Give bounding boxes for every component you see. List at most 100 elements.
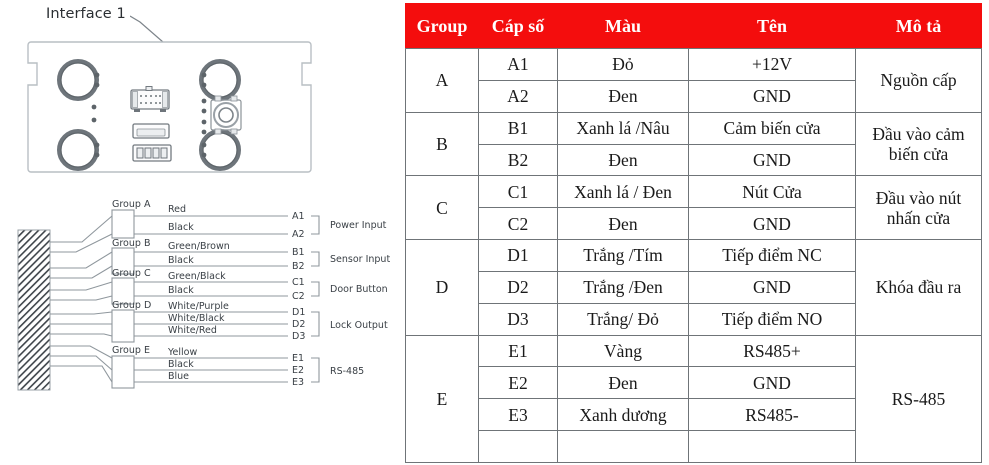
cell-color: Đen	[557, 207, 689, 241]
tact-switch	[210, 95, 242, 135]
cell-name: GND	[688, 79, 856, 113]
cell-color: Trắng/ Đỏ	[557, 302, 689, 336]
svg-text:Lock Output: Lock Output	[330, 320, 388, 331]
svg-text:C1: C1	[292, 277, 305, 288]
cell-group: C	[405, 175, 479, 241]
svg-text:Group D: Group D	[112, 300, 151, 311]
wiring-harness-diagram: Group A Red Black A1 A2 Power Input Grou…	[17, 199, 390, 391]
svg-text:White/Red: White/Red	[168, 325, 217, 336]
cell-cable: E3	[478, 398, 558, 432]
cell-name: Nút Cửa	[688, 175, 856, 209]
pcb-board-illustration	[27, 41, 312, 173]
table-row: D D1 Trắng /Tím Tiếp điểm NC Khóa đầu ra	[405, 239, 982, 336]
interface-1-callout-label: Interface 1	[46, 6, 126, 22]
svg-text:B1: B1	[292, 247, 305, 258]
cell-name: +12V	[688, 48, 856, 81]
cell-description: Khóa đầu ra	[855, 239, 982, 336]
svg-text:White/Purple: White/Purple	[168, 301, 229, 312]
table-header-row: Group Cáp số Màu Tên Mô tả	[405, 3, 982, 49]
cell-name: Tiếp điểm NO	[688, 302, 856, 336]
svg-text:RS-485: RS-485	[330, 366, 364, 377]
svg-text:Green/Brown: Green/Brown	[168, 241, 230, 252]
cell-name: GND	[688, 366, 856, 400]
harness-group-c: Group C Green/Black Black C1 C2 Door But…	[111, 268, 388, 305]
cell-cable: D1	[478, 239, 558, 272]
svg-text:Group C: Group C	[112, 268, 151, 279]
svg-text:Group E: Group E	[112, 345, 150, 356]
cell-group: A	[405, 48, 479, 113]
cell-cable: B2	[478, 143, 558, 177]
cell-description: RS-485	[855, 334, 982, 464]
cell-empty	[557, 430, 689, 463]
table-row: E E1 Vàng RS485+ RS-485	[405, 334, 982, 464]
cell-description: Đầu vào nút nhấn cửa	[855, 175, 982, 241]
cell-cable: D3	[478, 302, 558, 336]
cell-cable: E2	[478, 366, 558, 400]
pinout-table: Group Cáp số Màu Tên Mô tả A A1 Đỏ +12V …	[405, 3, 982, 464]
column-header-name: Tên	[688, 3, 856, 49]
harness-group-a: Group A Red Black A1 A2 Power Input	[111, 199, 387, 240]
table-row: B B1 Xanh lá /Nâu Cảm biến cửa Đầu vào c…	[405, 111, 982, 177]
svg-text:C2: C2	[292, 291, 305, 302]
svg-text:Group B: Group B	[112, 238, 150, 249]
cell-group: E	[405, 334, 479, 464]
table-row-filler	[406, 430, 982, 463]
column-header-cable-no: Cáp số	[478, 3, 558, 49]
cell-cable: D2	[478, 270, 558, 304]
cell-cable: A2	[478, 79, 558, 113]
cell-cable: A1	[478, 48, 558, 81]
harness-group-e: Group E Yellow Black Blue E1 E2 E3 RS-48…	[111, 345, 364, 389]
svg-text:Black: Black	[168, 222, 194, 233]
card-slot-connector	[132, 123, 170, 139]
svg-text:B2: B2	[292, 261, 305, 272]
svg-text:A1: A1	[292, 211, 305, 222]
svg-text:Black: Black	[168, 359, 194, 370]
svg-text:D2: D2	[292, 319, 305, 330]
cell-empty	[478, 430, 558, 463]
table-row: E2 Đen GND	[406, 366, 982, 400]
pinout-table-container: Group Cáp số Màu Tên Mô tả A A1 Đỏ +12V …	[405, 3, 982, 464]
column-header-group: Group	[405, 3, 479, 49]
svg-text:A2: A2	[292, 229, 305, 240]
cell-color: Trắng /Tím	[557, 239, 689, 272]
cell-color: Đen	[557, 366, 689, 400]
cell-color: Đen	[557, 143, 689, 177]
svg-text:Door Button: Door Button	[330, 284, 388, 295]
cell-color: Xanh dương	[557, 398, 689, 432]
cell-color: Đen	[557, 79, 689, 113]
table-row: B2 Đen GND	[406, 143, 982, 177]
svg-text:White/Black: White/Black	[168, 313, 225, 324]
svg-text:Yellow: Yellow	[167, 347, 197, 358]
svg-text:Black: Black	[168, 255, 194, 266]
harness-group-d: Group D White/Purple White/Black White/R…	[111, 300, 388, 343]
table-row: C C1 Xanh lá / Đen Nút Cửa Đầu vào nút n…	[405, 175, 982, 241]
cell-color: Xanh lá /Nâu	[557, 111, 689, 145]
cell-color: Xanh lá / Đen	[557, 175, 689, 209]
svg-text:Group A: Group A	[112, 199, 151, 210]
svg-text:D3: D3	[292, 331, 305, 342]
cell-name: GND	[688, 143, 856, 177]
svg-text:Blue: Blue	[168, 371, 189, 382]
column-header-desc: Mô tả	[855, 3, 982, 49]
svg-text:Green/Black: Green/Black	[168, 271, 226, 282]
cell-color: Vàng	[557, 334, 689, 368]
cell-cable: E1	[478, 334, 558, 368]
cell-group: B	[405, 111, 479, 177]
harness-connector-block	[17, 229, 51, 391]
cell-color: Trắng /Đen	[557, 270, 689, 304]
cell-description: Nguồn cấp	[855, 48, 982, 113]
svg-text:Power Input: Power Input	[330, 220, 387, 231]
idc-header-connector	[130, 86, 170, 112]
harness-group-b: Group B Green/Brown Black B1 B2 Sensor I…	[111, 238, 390, 275]
cell-description: Đầu vào cảm biến cửa	[855, 111, 982, 177]
svg-text:Black: Black	[168, 285, 194, 296]
solder-pads	[91, 72, 207, 158]
cell-cable: C2	[478, 207, 558, 241]
column-header-color: Màu	[557, 3, 689, 49]
device-diagram-panel: Interface 1	[0, 0, 400, 465]
svg-text:E2: E2	[292, 365, 304, 376]
cell-cable: B1	[478, 111, 558, 145]
cell-name: GND	[688, 270, 856, 304]
cell-name: Cảm biến cửa	[688, 111, 856, 145]
cell-empty	[688, 430, 856, 463]
